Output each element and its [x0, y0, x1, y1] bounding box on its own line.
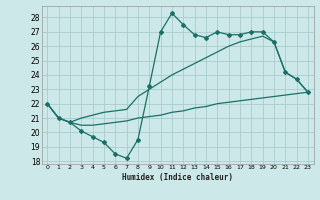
X-axis label: Humidex (Indice chaleur): Humidex (Indice chaleur): [122, 173, 233, 182]
